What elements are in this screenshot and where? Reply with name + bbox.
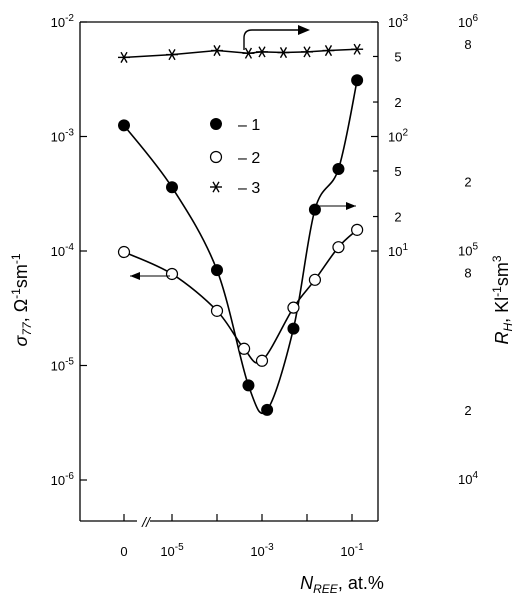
series-2-curve	[123, 229, 358, 364]
series-1-point	[242, 379, 255, 392]
left-axis-tick-label: 10-3	[51, 128, 75, 145]
right-inner-tick-label: 102	[388, 128, 408, 145]
right-outer-tick-label: 2	[464, 403, 471, 418]
y-axis-title-right: RH, Kl-1sm3	[490, 255, 515, 344]
series-2-point	[165, 267, 179, 281]
series-3-point	[118, 51, 130, 63]
series-2-point	[237, 342, 251, 355]
x-axis-tick-label: 10-3	[250, 542, 274, 559]
x-axis-title: NREE, at.%	[300, 573, 384, 596]
left-axis-tick-label: 10-4	[51, 242, 75, 259]
series-1-point	[166, 181, 178, 194]
series-3-point	[166, 49, 178, 61]
series-1-point	[351, 74, 364, 87]
right-outer-tick-label: 8	[464, 266, 471, 281]
legend-marker-3	[210, 181, 222, 193]
x-axis-tick-label: 10-5	[160, 542, 184, 559]
series-2-point	[117, 245, 131, 259]
right-outer-tick-label: 104	[458, 470, 478, 487]
left-axis-tick-label: 10-6	[51, 471, 75, 488]
series-2-point	[287, 301, 300, 314]
arrow-series-2-left-axis	[130, 272, 170, 280]
right-inner-tick-label: 5	[394, 164, 401, 179]
series-2-point	[210, 304, 224, 317]
arrow-series-3-right-axis	[243, 25, 310, 50]
right-inner-tick-label: 5	[394, 49, 401, 64]
series-3-point	[277, 47, 290, 59]
arrow-series-1-right-axis	[318, 202, 356, 210]
series-3-point	[211, 45, 223, 57]
series-2-point	[255, 354, 269, 367]
series-2-point	[332, 241, 345, 254]
right-inner-tick-label: 101	[388, 242, 408, 259]
right-inner-tick-label: 103	[388, 13, 408, 30]
legend-marker-2	[209, 150, 223, 164]
series-2-point	[351, 223, 364, 236]
right-outer-tick-label: 105	[458, 242, 478, 259]
right-inner-tick-label: 2	[394, 210, 401, 225]
x-axis-tick-label: 0	[120, 544, 127, 559]
legend-label: – 2	[238, 150, 260, 167]
series-1-point	[211, 264, 223, 277]
left-axis-tick-label: 10-5	[51, 357, 75, 374]
series-1-point	[287, 322, 300, 335]
legend-marker-1	[210, 118, 222, 130]
series-3-point	[242, 47, 255, 59]
legend-label: – 3	[238, 180, 260, 197]
series-2-point	[308, 273, 322, 286]
right-outer-tick-label: 8	[464, 37, 471, 52]
legend-label: – 1	[238, 117, 260, 134]
series-1-point	[332, 163, 345, 176]
series-3-point	[351, 43, 364, 55]
series-3-point	[301, 46, 313, 58]
x-axis-break-mark: //	[141, 514, 152, 530]
series-3-point	[322, 45, 335, 57]
left-axis-tick-label: 10-2	[51, 13, 75, 30]
series-3-line	[123, 48, 358, 59]
y-axis-title-left: σ77, Ω-1sm-1	[9, 253, 34, 346]
series-1-point	[261, 403, 274, 416]
right-outer-tick-label: 106	[458, 13, 478, 30]
series-1-point	[118, 119, 130, 132]
right-inner-tick-label: 2	[394, 95, 401, 110]
right-outer-tick-label: 2	[464, 175, 471, 190]
series-3-point	[256, 46, 268, 58]
x-axis-tick-label: 10-1	[340, 542, 364, 559]
series-1-point	[308, 203, 321, 216]
